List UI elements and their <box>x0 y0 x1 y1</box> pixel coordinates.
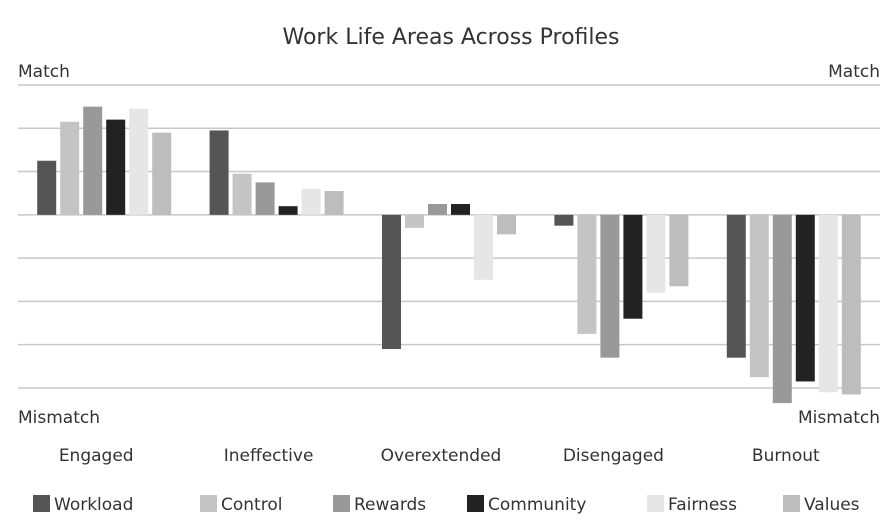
bar <box>60 121 80 215</box>
bar <box>209 130 229 215</box>
x-tick-label: Disengaged <box>563 446 664 466</box>
bar <box>795 214 815 382</box>
bar <box>623 214 643 319</box>
bar <box>232 173 252 215</box>
legend-swatch <box>200 495 217 512</box>
bar <box>669 214 689 287</box>
x-tick-label: Ineffective <box>224 446 314 466</box>
bar <box>301 188 321 215</box>
bar <box>841 214 861 395</box>
bar <box>324 191 344 215</box>
x-tick-label: Engaged <box>59 446 134 466</box>
legend-label: Rewards <box>354 495 426 515</box>
legend-swatch <box>333 495 350 512</box>
legend-swatch <box>647 495 664 512</box>
bar <box>772 214 792 404</box>
bar <box>428 204 447 215</box>
top-label-left: Match <box>18 62 70 82</box>
bar <box>474 214 493 280</box>
bar <box>106 119 126 215</box>
bar <box>405 214 424 228</box>
bottom-label-right: Mismatch <box>798 408 880 428</box>
bar <box>646 214 666 293</box>
bar <box>749 214 769 378</box>
bar <box>278 206 298 215</box>
bar <box>83 106 103 215</box>
legend-swatch <box>33 495 50 512</box>
legend-label: Community <box>488 495 586 515</box>
x-tick-label: Burnout <box>752 446 820 466</box>
legend-swatch <box>467 495 484 512</box>
bar <box>382 214 401 350</box>
bar <box>129 108 149 215</box>
bar <box>726 214 746 358</box>
bar <box>451 204 470 215</box>
x-tick-label: Overextended <box>381 446 502 466</box>
legend-label: Workload <box>54 495 133 515</box>
legend-label: Fairness <box>668 495 737 515</box>
bar <box>577 214 597 334</box>
top-label-right: Match <box>828 62 880 82</box>
bar <box>152 132 172 215</box>
bottom-label-left: Mismatch <box>18 408 100 428</box>
bar <box>37 160 57 215</box>
bar <box>818 214 838 393</box>
bar <box>255 182 275 215</box>
legend-swatch <box>783 495 800 512</box>
chart-title: Work Life Areas Across Profiles <box>283 25 620 50</box>
bar <box>600 214 620 358</box>
bar <box>497 214 516 235</box>
bar <box>554 214 574 226</box>
legend-label: Control <box>221 495 282 515</box>
legend-label: Values <box>804 495 860 515</box>
